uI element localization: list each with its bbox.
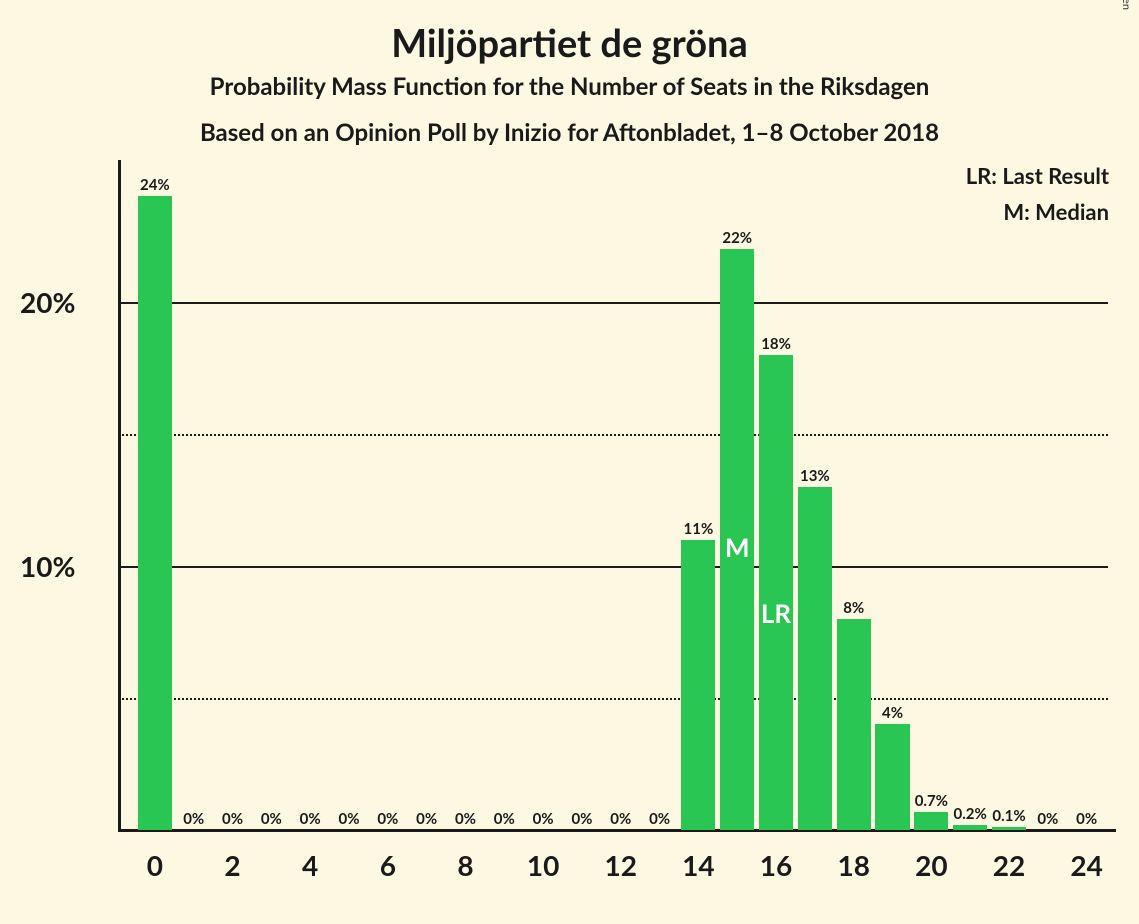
bar-value-label: 0.2% <box>954 805 987 823</box>
bar-value-label: 0% <box>455 810 476 828</box>
bar-value-label: 0.7% <box>915 792 948 810</box>
bar-value-label: 0% <box>533 810 554 828</box>
x-tick-label: 14 <box>682 848 714 882</box>
bar-value-label: 22% <box>722 229 752 247</box>
bar <box>875 724 909 830</box>
y-tick-label: 20% <box>20 285 108 319</box>
bar-value-label: 24% <box>140 176 170 194</box>
chart-container: Miljöpartiet de gröna Probability Mass F… <box>0 0 1139 924</box>
bar <box>681 540 715 830</box>
bar-value-label: 11% <box>684 520 714 538</box>
plot-area: 10%20%02468101214161820222424%0%0%0%0%0%… <box>118 170 1108 830</box>
x-tick-label: 8 <box>457 848 473 882</box>
chart-subtitle-2: Based on an Opinion Poll by Inizio for A… <box>0 118 1139 147</box>
bar-value-label: 0.1% <box>992 807 1025 825</box>
bar-value-label: 0% <box>649 810 670 828</box>
gridline-minor <box>118 434 1108 436</box>
bar-value-label: 0% <box>416 810 437 828</box>
chart-subtitle-1: Probability Mass Function for the Number… <box>0 72 1139 101</box>
bar <box>138 196 172 830</box>
bar-value-label: 0% <box>222 810 243 828</box>
x-tick-label: 24 <box>1070 848 1102 882</box>
bar-value-label: 0% <box>494 810 515 828</box>
bar-value-label: 8% <box>843 599 864 617</box>
bar-value-label: 0% <box>339 810 360 828</box>
bar-value-label: 13% <box>800 467 830 485</box>
bar <box>914 812 948 830</box>
bar-value-label: 0% <box>183 810 204 828</box>
gridline-major <box>118 566 1108 568</box>
gridline-major <box>118 302 1108 304</box>
bar <box>759 355 793 830</box>
bar-value-label: 4% <box>882 704 903 722</box>
x-tick-label: 10 <box>527 848 559 882</box>
bar-value-label: 0% <box>571 810 592 828</box>
gridline-minor <box>118 698 1108 700</box>
bar-value-label: 18% <box>761 335 791 353</box>
bar-value-label: 0% <box>377 810 398 828</box>
x-tick-label: 0 <box>147 848 163 882</box>
bar-value-label: 0% <box>300 810 321 828</box>
bar-annotation-m: M <box>725 531 750 563</box>
bar-value-label: 0% <box>610 810 631 828</box>
x-tick-label: 4 <box>302 848 318 882</box>
bar-annotation-lr: LR <box>761 597 791 629</box>
bar-value-label: 0% <box>1037 810 1058 828</box>
copyright-text: © 2020 Filip van Laenen <box>1120 0 1133 10</box>
y-axis <box>118 160 121 830</box>
chart-title: Miljöpartiet de gröna <box>0 20 1139 66</box>
x-tick-label: 12 <box>605 848 637 882</box>
y-tick-label: 10% <box>20 549 108 583</box>
x-tick-label: 18 <box>837 848 869 882</box>
x-tick-label: 6 <box>380 848 396 882</box>
x-tick-label: 20 <box>915 848 947 882</box>
x-tick-label: 16 <box>760 848 792 882</box>
bar <box>992 827 1026 830</box>
x-tick-label: 2 <box>224 848 240 882</box>
bar-value-label: 0% <box>1076 810 1097 828</box>
bar <box>953 825 987 830</box>
bar <box>837 619 871 830</box>
bar <box>798 487 832 830</box>
bar-value-label: 0% <box>261 810 282 828</box>
x-tick-label: 22 <box>993 848 1025 882</box>
